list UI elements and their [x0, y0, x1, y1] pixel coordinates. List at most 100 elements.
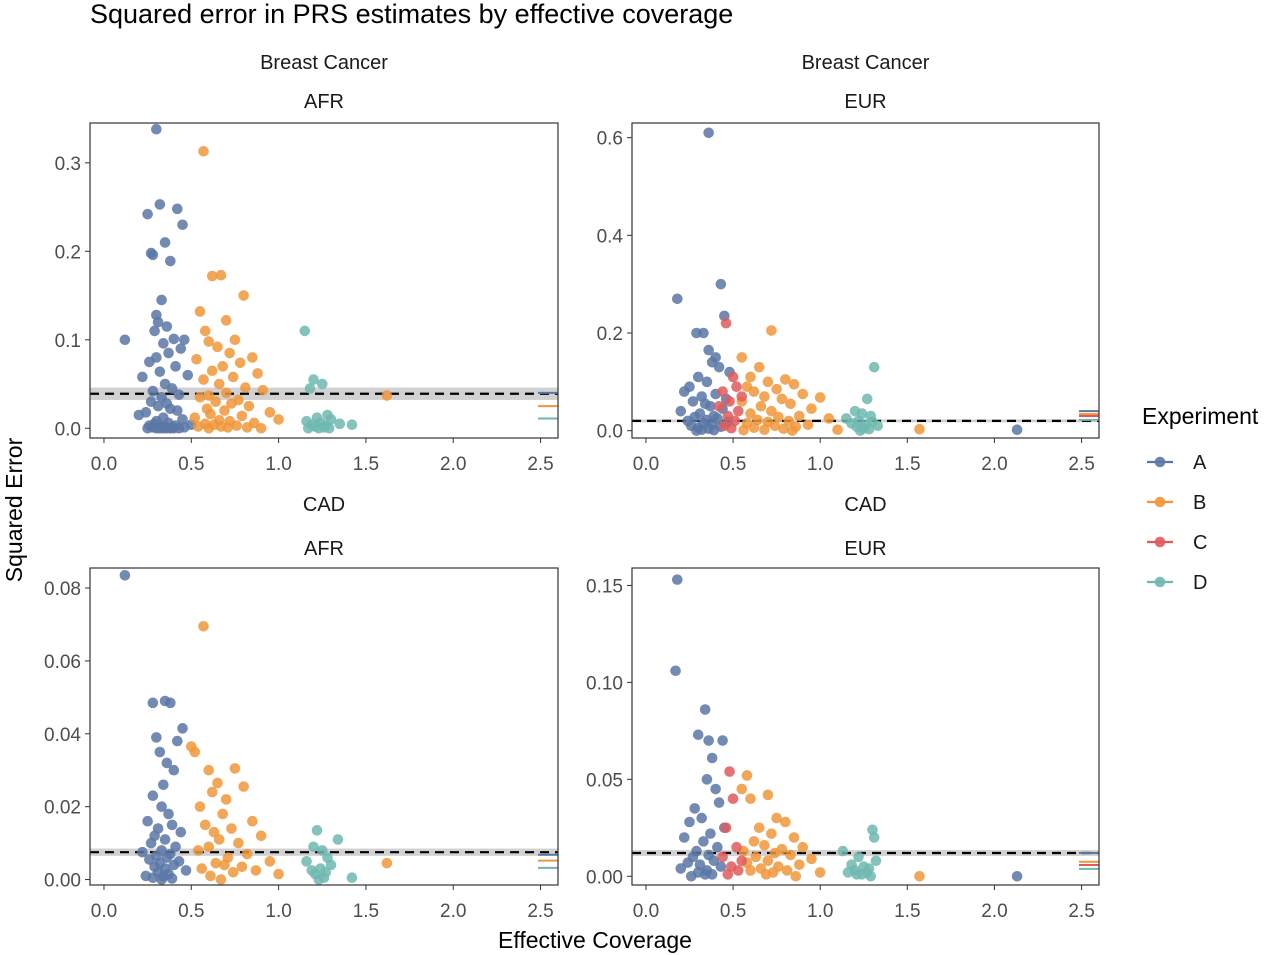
legend-entry-D: D: [1147, 572, 1207, 594]
data-point-D: [863, 423, 875, 435]
data-point-B: [750, 851, 762, 863]
data-point-B: [247, 352, 258, 363]
data-point-B: [203, 390, 215, 401]
data-point-B: [217, 808, 229, 820]
data-point-A: [163, 347, 174, 359]
data-point-A: [144, 854, 155, 865]
y-tick-label: 0.4: [597, 226, 624, 247]
data-point-A: [672, 574, 683, 585]
data-point-B: [762, 855, 774, 867]
data-point-B: [790, 870, 802, 882]
panel-border: [89, 567, 559, 886]
data-point-B: [793, 859, 805, 870]
data-point-B: [206, 365, 218, 377]
data-point-B: [273, 414, 284, 425]
data-point-B: [755, 400, 767, 412]
legend-label: D: [1193, 572, 1207, 594]
y-tick-label: 0.06: [44, 652, 81, 673]
y-tick-label: 0.04: [44, 725, 81, 746]
data-point-B: [766, 828, 777, 839]
data-point-A: [706, 752, 718, 764]
x-tick-label: 2.0: [981, 901, 1007, 922]
data-point-A: [144, 356, 155, 368]
data-point-B: [255, 830, 267, 842]
data-point-D: [301, 856, 312, 867]
data-point-B: [762, 789, 774, 801]
data-point-B: [257, 384, 269, 396]
data-point-D: [313, 874, 325, 885]
data-point-D: [311, 825, 323, 836]
legend-key-point: [1154, 576, 1166, 588]
data-point-B: [773, 411, 784, 423]
data-point-C: [720, 317, 732, 329]
panel-border: [631, 567, 1100, 886]
data-point-A: [682, 857, 694, 869]
data-point-B: [381, 857, 393, 869]
x-tick-label: 1.5: [353, 454, 379, 475]
y-tick-label: 0.1: [55, 331, 81, 352]
data-point-C: [720, 822, 732, 834]
data-point-B: [778, 423, 789, 435]
data-point-A: [701, 774, 713, 785]
data-point-D: [868, 832, 880, 843]
y-axis-title: Squared Error: [1, 437, 27, 582]
data-point-D: [842, 867, 854, 878]
data-point-A: [172, 203, 183, 215]
data-point-B: [760, 869, 772, 880]
data-point-B: [215, 269, 227, 281]
data-point-A: [168, 764, 180, 776]
data-point-A: [158, 779, 169, 791]
data-point-A: [173, 389, 185, 400]
panel-background: [90, 568, 558, 885]
y-tick-label: 0.6: [597, 129, 623, 150]
strip-label-disease: Breast Cancer: [260, 52, 388, 74]
data-point-C: [724, 766, 735, 777]
x-tick-label: 2.0: [440, 454, 466, 475]
data-point-D: [861, 393, 873, 405]
data-point-A: [182, 369, 194, 381]
data-point-B: [227, 371, 239, 383]
x-tick-label: 0.0: [91, 901, 117, 922]
data-point-B: [210, 396, 222, 408]
data-point-A: [689, 803, 701, 814]
series-D: [301, 825, 358, 885]
data-point-A: [147, 790, 159, 802]
data-point-D: [313, 422, 325, 434]
y-tick-label: 0.10: [586, 673, 623, 694]
data-point-B: [273, 868, 284, 880]
data-point-A: [168, 333, 180, 345]
data-point-B: [205, 408, 216, 420]
data-point-C: [722, 869, 734, 880]
data-point-B: [206, 270, 218, 282]
data-point-A: [713, 797, 725, 808]
data-point-A: [166, 383, 178, 394]
data-point-B: [797, 841, 809, 853]
data-point-B: [203, 841, 215, 853]
data-point-A: [149, 325, 160, 337]
data-point-B: [769, 420, 781, 432]
data-point-B: [229, 334, 241, 346]
data-point-A: [685, 870, 697, 882]
data-point-B: [194, 801, 206, 812]
data-point-B: [745, 408, 756, 419]
data-point-B: [205, 870, 216, 882]
data-point-A: [159, 834, 171, 845]
data-point-D: [346, 872, 358, 884]
legend-label: A: [1193, 452, 1207, 474]
data-point-A: [675, 863, 687, 874]
data-point-A: [142, 815, 153, 827]
data-point-A: [142, 422, 153, 434]
x-tick-label: 0.0: [633, 901, 659, 922]
data-point-B: [255, 422, 267, 434]
data-point-B: [832, 424, 843, 435]
data-point-B: [769, 847, 781, 859]
data-point-A: [172, 405, 183, 416]
data-point-A: [170, 841, 181, 853]
data-point-A: [698, 327, 709, 339]
data-point-A: [691, 425, 702, 436]
data-point-D: [308, 841, 319, 853]
data-point-A: [703, 735, 714, 746]
data-point-B: [212, 777, 223, 789]
data-point-A: [684, 816, 695, 828]
